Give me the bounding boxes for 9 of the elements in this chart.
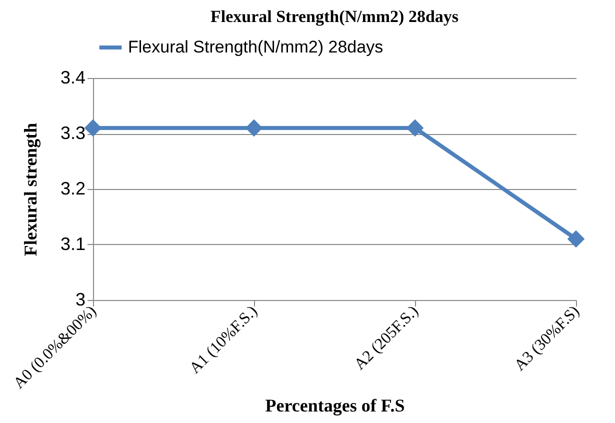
y-tick-label: 3.3: [60, 123, 86, 143]
chart-title: Flexural Strength(N/mm2) 28days: [210, 7, 459, 26]
y-tick-label: 3.1: [60, 234, 86, 254]
y-tick-label: 3.4: [60, 68, 86, 88]
legend-label: Flexural Strength(N/mm2) 28days: [128, 38, 384, 56]
y-tick-label: 3: [75, 290, 86, 310]
y-axis-title: Flexural strength: [20, 122, 40, 256]
y-tick-label: 3.2: [60, 178, 86, 198]
x-axis-title: Percentages of F.S: [265, 395, 405, 416]
